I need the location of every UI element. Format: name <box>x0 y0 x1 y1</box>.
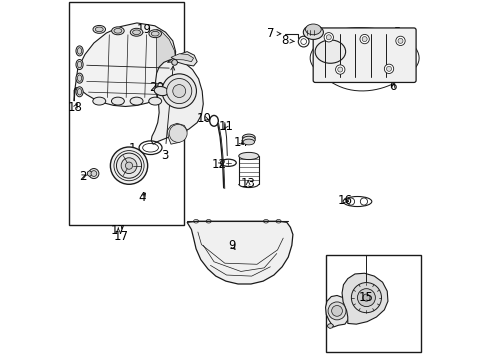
Ellipse shape <box>77 75 81 81</box>
Ellipse shape <box>114 28 122 33</box>
Ellipse shape <box>151 31 159 36</box>
Ellipse shape <box>149 30 161 38</box>
Text: 15: 15 <box>358 291 373 304</box>
Ellipse shape <box>169 125 187 142</box>
Ellipse shape <box>362 37 366 41</box>
Text: 16: 16 <box>337 194 352 207</box>
Text: 14: 14 <box>233 136 248 149</box>
Ellipse shape <box>76 46 83 56</box>
Ellipse shape <box>91 171 97 176</box>
Polygon shape <box>167 51 197 66</box>
Ellipse shape <box>337 67 342 72</box>
Polygon shape <box>325 296 349 327</box>
Polygon shape <box>341 273 387 324</box>
Ellipse shape <box>172 85 185 98</box>
Ellipse shape <box>111 27 124 35</box>
Text: 10: 10 <box>197 112 211 125</box>
Ellipse shape <box>362 294 369 301</box>
Text: 12: 12 <box>211 158 226 171</box>
Ellipse shape <box>111 97 124 105</box>
Ellipse shape <box>357 289 375 307</box>
Bar <box>69 3 183 225</box>
Ellipse shape <box>335 65 344 74</box>
Ellipse shape <box>93 97 105 105</box>
Polygon shape <box>151 60 203 144</box>
Ellipse shape <box>76 73 83 83</box>
Text: 18: 18 <box>68 101 82 114</box>
Text: 20: 20 <box>149 81 164 94</box>
Ellipse shape <box>125 162 132 169</box>
Text: 5: 5 <box>386 26 400 39</box>
Polygon shape <box>326 323 333 328</box>
Ellipse shape <box>130 28 142 36</box>
Ellipse shape <box>148 97 162 105</box>
Text: 3: 3 <box>161 66 174 162</box>
Text: 13: 13 <box>240 177 255 190</box>
Ellipse shape <box>76 59 83 69</box>
Ellipse shape <box>154 86 168 96</box>
Text: 17: 17 <box>113 230 128 243</box>
Ellipse shape <box>95 27 103 32</box>
Ellipse shape <box>162 74 196 108</box>
Text: 4: 4 <box>138 192 146 204</box>
Ellipse shape <box>121 158 137 174</box>
Ellipse shape <box>331 306 342 316</box>
Ellipse shape <box>351 283 381 313</box>
Ellipse shape <box>242 136 255 143</box>
Ellipse shape <box>384 64 393 73</box>
Text: 17: 17 <box>111 224 125 238</box>
Polygon shape <box>171 54 193 62</box>
Ellipse shape <box>166 78 191 104</box>
Text: 8: 8 <box>281 34 293 48</box>
Ellipse shape <box>77 89 81 95</box>
Ellipse shape <box>327 302 346 320</box>
Ellipse shape <box>243 139 254 145</box>
Ellipse shape <box>89 168 99 179</box>
Text: 9: 9 <box>228 239 235 252</box>
Ellipse shape <box>77 48 81 54</box>
Polygon shape <box>74 23 175 107</box>
Ellipse shape <box>110 147 147 184</box>
Polygon shape <box>156 30 176 98</box>
Ellipse shape <box>242 134 255 141</box>
Ellipse shape <box>305 24 321 35</box>
Text: 19: 19 <box>133 23 151 36</box>
Text: 11: 11 <box>218 120 233 133</box>
Ellipse shape <box>314 40 345 63</box>
Text: 1: 1 <box>129 142 136 158</box>
Ellipse shape <box>116 153 142 178</box>
Text: 6: 6 <box>389 80 396 93</box>
Ellipse shape <box>395 36 405 45</box>
Ellipse shape <box>93 26 105 33</box>
Ellipse shape <box>359 35 368 44</box>
Ellipse shape <box>325 35 330 40</box>
Ellipse shape <box>397 39 402 43</box>
Ellipse shape <box>76 87 83 97</box>
Ellipse shape <box>132 30 140 35</box>
Ellipse shape <box>77 61 81 68</box>
Ellipse shape <box>238 152 258 159</box>
Polygon shape <box>87 171 92 176</box>
Ellipse shape <box>386 66 391 71</box>
Ellipse shape <box>303 25 323 40</box>
Ellipse shape <box>171 59 177 65</box>
Text: 7: 7 <box>266 27 280 40</box>
Polygon shape <box>187 221 292 284</box>
Ellipse shape <box>130 97 142 105</box>
Text: 15: 15 <box>353 283 368 296</box>
FancyBboxPatch shape <box>312 28 415 82</box>
Ellipse shape <box>324 33 333 42</box>
Bar <box>325 255 421 352</box>
Text: 2: 2 <box>79 170 87 183</box>
Polygon shape <box>167 123 187 144</box>
